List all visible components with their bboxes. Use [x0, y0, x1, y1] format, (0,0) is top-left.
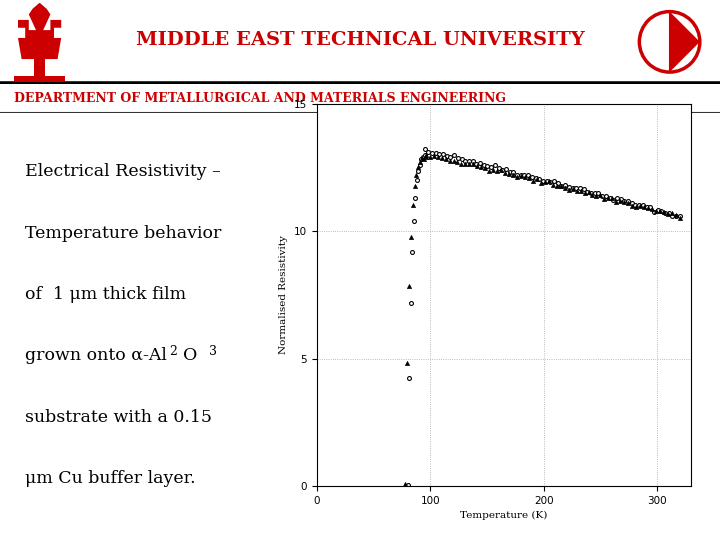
Text: grown onto α-Al: grown onto α-Al [25, 347, 167, 365]
Text: Temperature behavior: Temperature behavior [25, 225, 222, 241]
Text: 3: 3 [209, 345, 217, 358]
Text: 2: 2 [169, 345, 177, 358]
Text: Electrical Resistivity –: Electrical Resistivity – [25, 163, 221, 180]
Polygon shape [670, 11, 700, 72]
Y-axis label: Normalised Resistivity: Normalised Resistivity [279, 235, 288, 354]
Text: substrate with a 0.15: substrate with a 0.15 [25, 409, 212, 426]
Text: DEPARTMENT OF METALLURGICAL AND MATERIALS ENGINEERING: DEPARTMENT OF METALLURGICAL AND MATERIAL… [14, 92, 506, 105]
Text: μm Cu buffer layer.: μm Cu buffer layer. [25, 470, 196, 487]
Polygon shape [14, 76, 65, 81]
Text: O: O [183, 347, 197, 365]
Text: of  1 μm thick film: of 1 μm thick film [25, 286, 186, 303]
Polygon shape [18, 3, 61, 59]
Polygon shape [34, 59, 45, 81]
Text: MIDDLE EAST TECHNICAL UNIVERSITY: MIDDLE EAST TECHNICAL UNIVERSITY [135, 31, 585, 49]
X-axis label: Temperature (K): Temperature (K) [460, 511, 548, 521]
